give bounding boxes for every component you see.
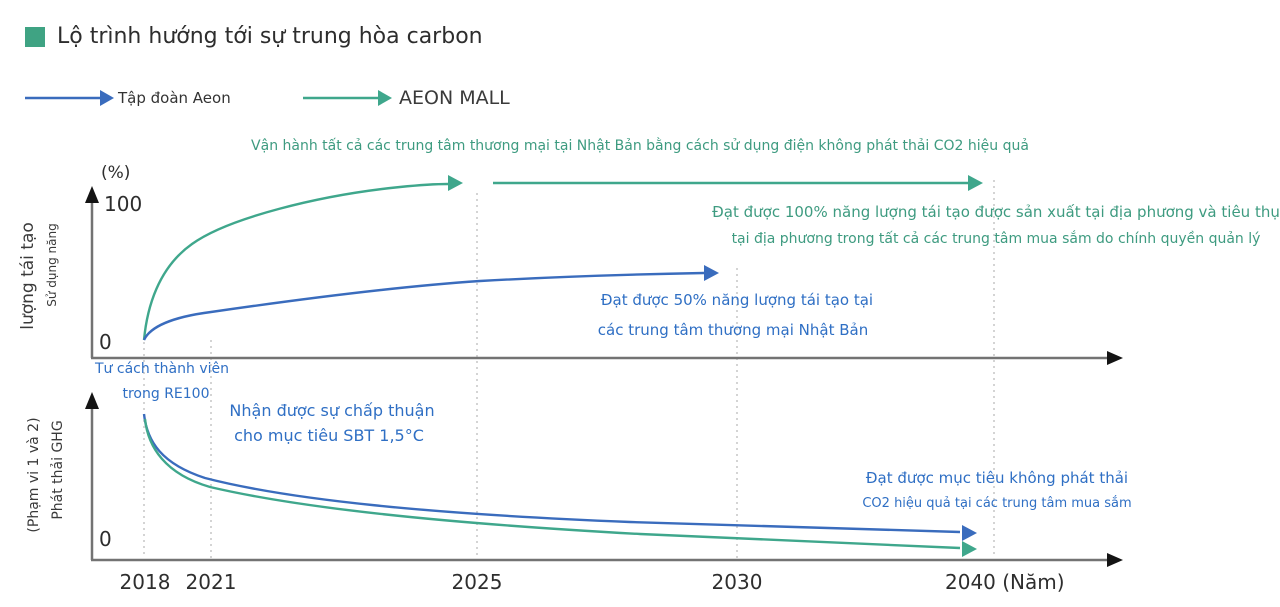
annotation-50pct-line1: Đạt được 50% năng lượng tái tạo tại xyxy=(600,291,874,309)
top-aeon-group-curve xyxy=(142,271,705,341)
top-aeon-group-curve-arrowhead-icon xyxy=(704,265,719,281)
bottom-y-axis-title-line2: (Phạm vi 1 và 2) xyxy=(26,417,42,533)
bottom-y-min-label: 0 xyxy=(99,527,112,551)
legend-aeon-mall-arrowhead-icon xyxy=(378,90,392,106)
top-y-min-label: 0 xyxy=(99,330,112,354)
top-aeon-mall-plateau-arrowhead-icon xyxy=(968,175,983,191)
annotation-zero-emission-line2: CO2 hiệu quả tại các trung tâm mua sắm xyxy=(862,496,1132,511)
bottom-y-axis-title-line1: Phát thải GHG xyxy=(50,420,66,520)
title-row: Lộ trình hướng tới sự trung hòa carbon xyxy=(25,24,483,49)
annotation-sbt-line1: Nhận được sự chấp thuận xyxy=(229,401,435,420)
x-tick-2030: 2030 xyxy=(711,570,763,594)
annotation-operate-all-malls: Vận hành tất cả các trung tâm thương mại… xyxy=(251,138,1029,154)
annotation-re100-line1: Tư cách thành viên xyxy=(95,361,229,377)
annotation-zero-emission-line1: Đạt được mục tiêu không phát thải xyxy=(865,469,1129,487)
top-y-axis-title-line2: lượng tái tạo xyxy=(18,222,38,330)
annotation-sbt-line2: cho mục tiêu SBT 1,5°C xyxy=(234,426,424,445)
top-y-max-label: 100 xyxy=(104,192,143,216)
top-aeon-mall-curve xyxy=(142,182,449,341)
title-bullet-square-icon xyxy=(25,26,45,47)
annotation-re100-line2: trong RE100 xyxy=(122,386,210,402)
top-y-unit-label: (%) xyxy=(101,163,131,183)
top-y-axis-arrowhead-icon xyxy=(85,186,99,203)
top-aeon-mall-curve-arrowhead-icon xyxy=(448,175,463,191)
bottom-y-axis-arrowhead-icon xyxy=(85,392,99,409)
x-tick-2040: 2040 (Năm) xyxy=(945,570,1065,594)
legend-aeon-mall-label: AEON MALL xyxy=(399,87,510,109)
bottom-aeon-mall-curve-arrowhead-icon xyxy=(962,541,977,557)
legend-aeon-group-label: Tập đoàn Aeon xyxy=(118,89,231,107)
bottom-aeon-group-curve xyxy=(142,413,961,534)
top-x-axis-arrowhead-icon xyxy=(1107,351,1123,365)
x-tick-2021: 2021 xyxy=(185,570,237,594)
top-y-axis-title-line1: Sử dụng năng xyxy=(45,223,59,307)
bottom-aeon-mall-curve xyxy=(143,418,961,550)
bottom-x-axis-arrowhead-icon xyxy=(1107,553,1123,567)
x-tick-2018: 2018 xyxy=(119,570,171,594)
page-title: Lộ trình hướng tới sự trung hòa carbon xyxy=(57,24,483,49)
legend-aeon-group-arrowhead-icon xyxy=(100,90,114,106)
annotation-100pct-line2: tại địa phương trong tất cả các trung tâ… xyxy=(731,231,1261,247)
annotation-50pct-line2: các trung tâm thương mại Nhật Bản xyxy=(597,321,869,339)
x-tick-2025: 2025 xyxy=(451,570,503,594)
bottom-aeon-group-curve-arrowhead-icon xyxy=(962,525,977,541)
annotation-100pct-line1: Đạt được 100% năng lượng tái tạo được sả… xyxy=(712,203,1280,221)
